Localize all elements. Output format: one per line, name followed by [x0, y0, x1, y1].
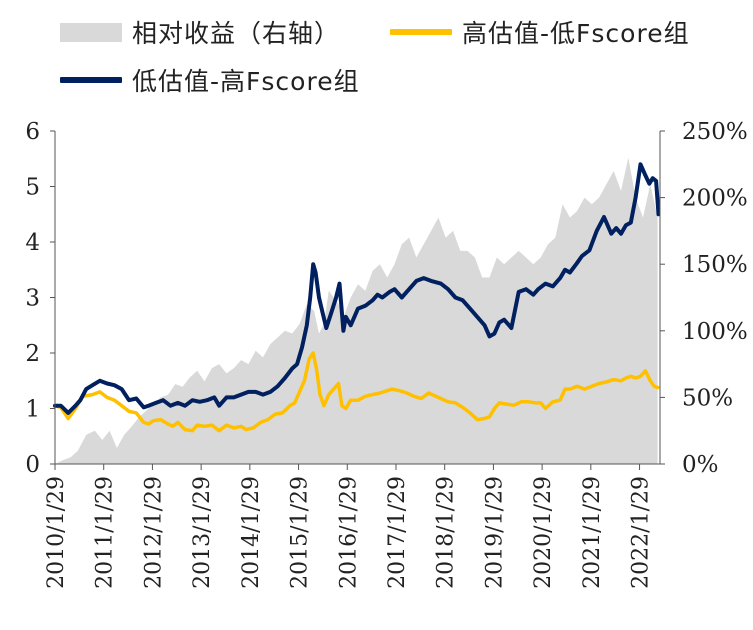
legend-swatch-line [60, 77, 122, 83]
legend-item-relative-return: 相对收益（右轴） [60, 14, 340, 50]
x-tick-label: 2011/1/29 [93, 476, 118, 589]
series-line-low [53, 162, 661, 415]
y-tick-label-right: 0% [682, 452, 719, 478]
x-tick-label: 2016/1/29 [336, 476, 361, 589]
x-tick-label: 2015/1/29 [288, 476, 313, 589]
legend-item-high-valuation: 高估值-低Fscore组 [390, 14, 690, 50]
y-tick-label-left: 5 [25, 175, 40, 201]
y-tick-label-left: 0 [25, 452, 40, 478]
y-tick-label-left: 4 [25, 230, 40, 256]
x-tick-label: 2019/1/29 [482, 476, 507, 589]
y-tick-label-left: 1 [25, 397, 40, 423]
x-tick-label: 2022/1/29 [629, 476, 654, 589]
x-tick-label: 2017/1/29 [385, 476, 410, 589]
y-tick-label-right: 150% [682, 252, 748, 278]
x-tick-label: 2013/1/29 [190, 476, 215, 589]
x-tick-label: 2020/1/29 [531, 476, 556, 589]
y-tick-label-right: 250% [682, 119, 748, 145]
legend-label: 高估值-低Fscore组 [462, 19, 690, 48]
chart-legend: 相对收益（右轴） 高估值-低Fscore组 低估值-高Fscore组 [60, 12, 750, 102]
x-tick-label: 2014/1/29 [239, 476, 264, 589]
line-layer [53, 162, 661, 433]
y-tick-label-right: 50% [682, 385, 733, 411]
series-line-high [53, 351, 660, 433]
legend-item-low-valuation: 低估值-高Fscore组 [60, 62, 360, 98]
y-tick-label-left: 3 [25, 286, 40, 312]
x-tick-label: 2021/1/29 [580, 476, 605, 589]
y-tick-label-left: 6 [25, 119, 40, 145]
y-tick-label-right: 100% [682, 319, 748, 345]
y-tick-label-right: 200% [682, 186, 748, 212]
x-tick-label: 2012/1/29 [141, 476, 166, 589]
legend-label: 相对收益（右轴） [132, 19, 341, 48]
axis-layer: 0 1 2 3 4 5 6 0% 50% 100% 150% 200% 250% 2010/1/29 201… [25, 119, 747, 589]
x-tick-label: 2010/1/29 [44, 476, 69, 589]
y-tick-label-left: 2 [25, 341, 40, 367]
legend-swatch-line [390, 29, 452, 35]
legend-swatch-area [60, 22, 122, 42]
x-tick-label: 2018/1/29 [434, 476, 459, 589]
legend-label: 低估值-高Fscore组 [132, 67, 360, 96]
